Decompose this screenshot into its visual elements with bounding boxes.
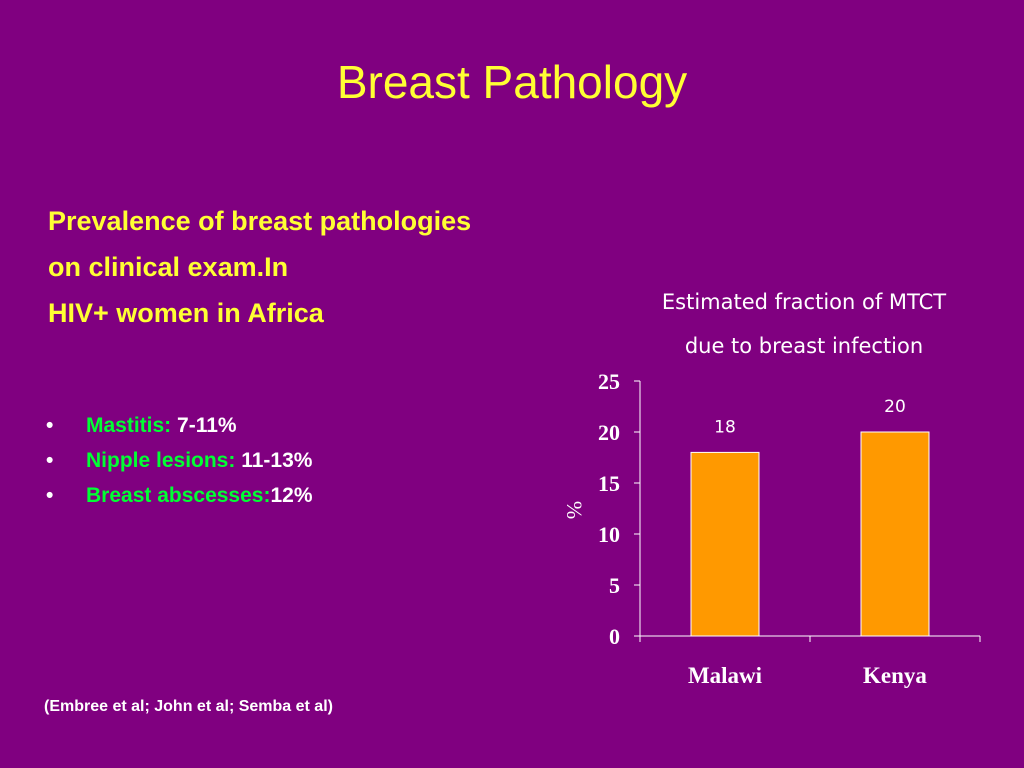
y-tick-label: 20 bbox=[598, 420, 620, 445]
bullet-label: Mastitis: bbox=[86, 414, 178, 437]
bar-chart: 0 5 10 15 20 25 18 Malawi 20 Kenya% bbox=[562, 369, 981, 688]
bullet-value: 11-13% bbox=[241, 449, 313, 472]
list-item-mastitis: • Mastitis: 7-11% bbox=[46, 408, 313, 443]
chart-title-line: due to breast infection bbox=[684, 334, 924, 358]
bar bbox=[860, 431, 930, 637]
heading-line: on clinical exam.In bbox=[48, 252, 289, 282]
y-tick-label: 25 bbox=[598, 369, 620, 394]
data-label: 18 bbox=[714, 417, 736, 437]
chart-title-line: Estimated fraction of MTCT bbox=[661, 290, 947, 314]
x-tick-label: Kenya bbox=[863, 663, 927, 688]
bullet-label: Breast abscesses: bbox=[86, 484, 271, 507]
list-item-nipple-lesions: • Nipple lesions: 11-13% bbox=[46, 443, 313, 478]
chart-title: Estimated fraction of MTCT due to breast… bbox=[604, 280, 1004, 368]
bar bbox=[690, 451, 760, 637]
y-tick-label: 10 bbox=[598, 522, 620, 547]
y-tick-label: 5 bbox=[609, 573, 620, 598]
bullet-value: 7-11% bbox=[177, 414, 237, 437]
y-tick-label: 0 bbox=[609, 624, 620, 649]
y-tick-label: 15 bbox=[598, 471, 620, 496]
bullet-icon: • bbox=[46, 414, 54, 437]
citation-open-paren: ( bbox=[44, 698, 50, 715]
bullet-label: Nipple lesions: bbox=[86, 449, 242, 472]
x-tick-label: Malawi bbox=[688, 663, 763, 688]
bullet-icon: • bbox=[46, 449, 54, 472]
prevalence-list: • Mastitis: 7-11% • Nipple lesions: 11-13%… bbox=[46, 408, 313, 513]
citation-text: Embree et al; John et al; Semba et al) bbox=[49, 698, 333, 715]
bullet-icon: • bbox=[46, 484, 54, 507]
slide-title: Breast Pathology bbox=[336, 56, 688, 108]
bullet-value: 12% bbox=[270, 484, 313, 507]
list-item-breast-abscesses: • Breast abscesses:12% bbox=[46, 478, 313, 513]
citation: (Embree et al; John et al; Semba et al) bbox=[44, 698, 333, 716]
section-heading: Prevalence of breast pathologies on clin… bbox=[48, 198, 471, 336]
heading-line: HIV+ women in Africa bbox=[48, 298, 324, 328]
heading-line: Prevalence of breast pathologies bbox=[48, 206, 472, 236]
y-axis-label: % bbox=[562, 501, 587, 519]
data-label: 20 bbox=[884, 397, 906, 417]
